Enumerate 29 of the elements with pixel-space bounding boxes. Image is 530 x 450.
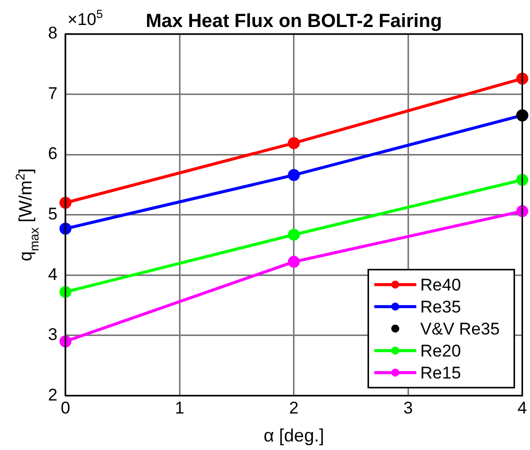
x-tick-label: 0 <box>60 398 70 418</box>
y-tick-label: 5 <box>48 204 58 224</box>
legend-label: V&V Re35 <box>420 319 500 338</box>
point <box>59 196 72 209</box>
point <box>288 137 300 150</box>
point <box>516 72 528 85</box>
x-axis-title: α [deg.] <box>264 426 324 446</box>
point <box>59 335 72 348</box>
legend-label: Re20 <box>420 341 461 360</box>
y-tick-label: 7 <box>48 84 58 103</box>
legend-label: Re15 <box>420 363 461 382</box>
x-tick-label: 4 <box>518 398 528 418</box>
point <box>288 256 300 268</box>
x-tick-label: 3 <box>403 398 413 418</box>
point <box>59 222 72 235</box>
point <box>288 169 300 182</box>
point <box>59 286 72 298</box>
x-tick-label: 2 <box>289 398 299 418</box>
y-tick-label: 4 <box>48 264 58 284</box>
chart-title: Max Heat Flux on BOLT-2 Fairing <box>146 11 442 32</box>
y-tick-label: 3 <box>48 325 58 344</box>
y-tick-label: 2 <box>48 385 58 404</box>
y-axis-title: qmax [W/m2] <box>13 168 42 262</box>
point <box>288 228 300 241</box>
x-tick-label: 1 <box>174 398 184 418</box>
legend-label: Re35 <box>420 297 461 316</box>
y-tick-label: 6 <box>48 144 58 164</box>
y-tick-label: 8 <box>48 24 58 43</box>
legend-label: Re40 <box>420 275 461 294</box>
